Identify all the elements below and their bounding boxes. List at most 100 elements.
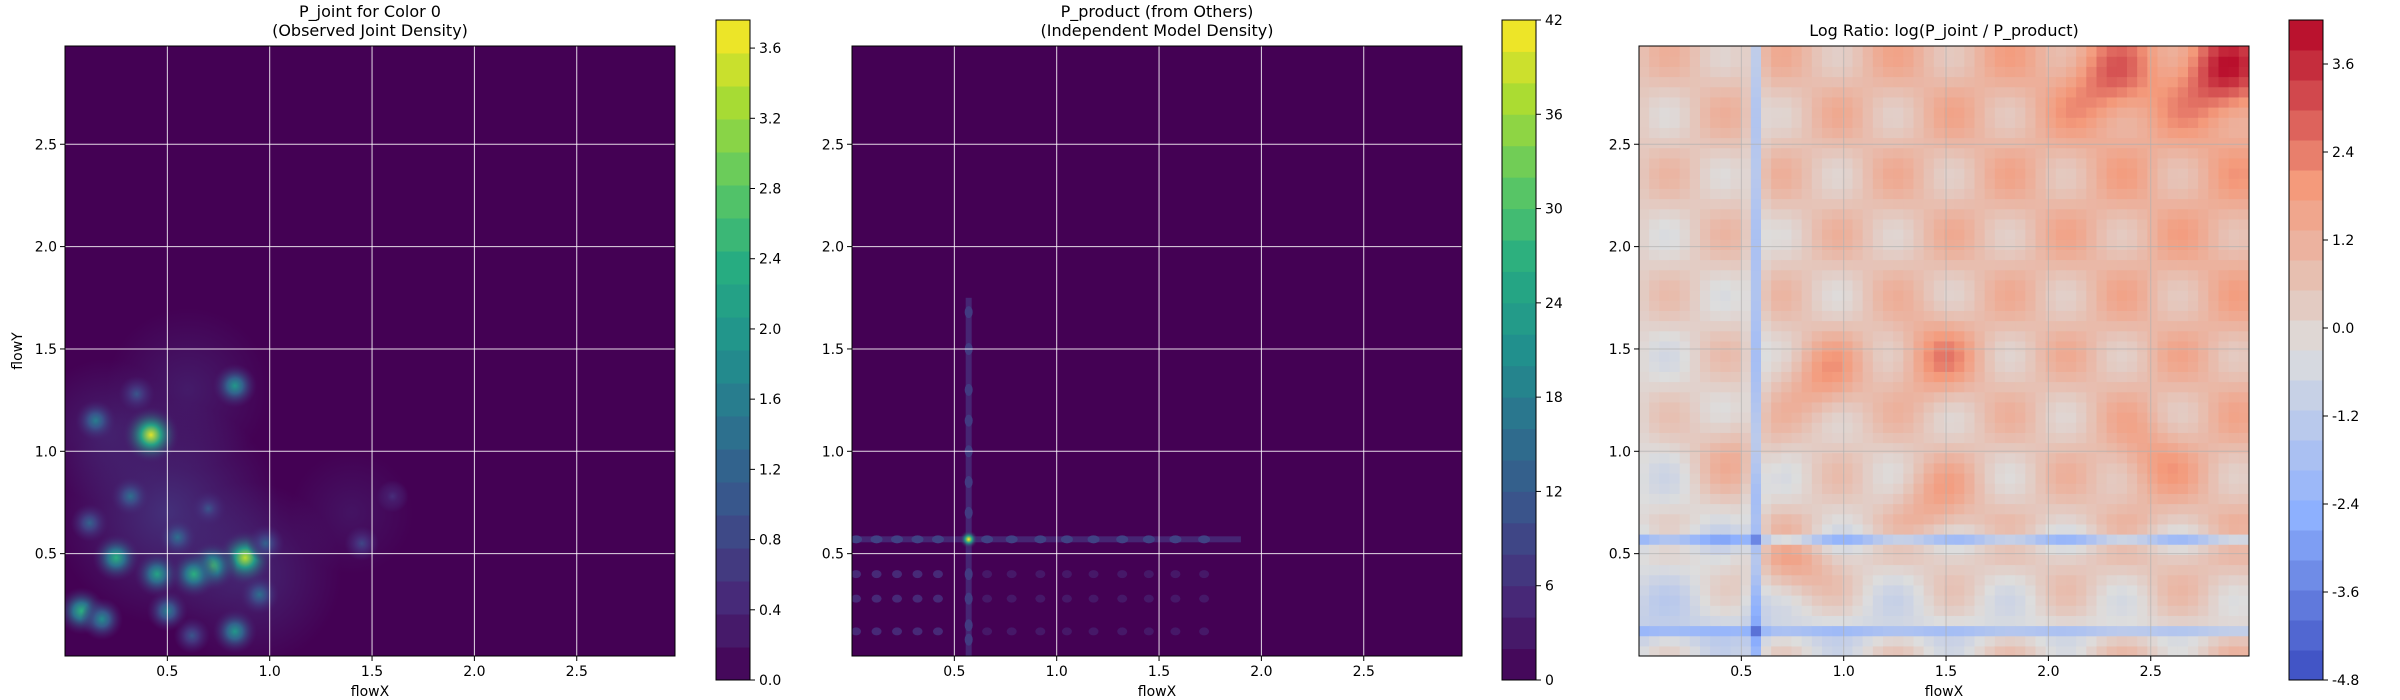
ratio-cell [1954,625,1965,637]
ratio-cell [2106,595,2118,606]
ratio-cell [1761,249,1772,261]
ratio-cell [2228,645,2240,656]
ratio-cell [2167,279,2179,291]
ratio-cell [1700,584,1711,596]
ratio-cell [1852,391,1864,403]
ratio-cell [2137,422,2148,433]
density-hotspot [212,609,257,654]
ratio-cell [2147,46,2159,57]
ratio-cell [2177,66,2189,78]
ratio-cell [1801,503,1813,515]
ratio-cell [1801,239,1813,250]
ratio-cell [2127,483,2138,494]
ratio-cell [1933,290,1945,301]
ratio-cell [2137,249,2148,261]
ratio-cell [1740,137,1752,149]
ratio-cell [2076,361,2087,372]
ratio-cell [2045,625,2057,637]
ratio-cell [2228,279,2240,291]
ratio-cell [1700,442,1711,454]
ratio-cell [1710,279,1721,291]
ratio-cell [1730,107,1742,118]
ratio-cell [1984,147,1996,159]
ratio-cell [1974,595,1986,606]
density-hotspot [190,490,227,527]
ratio-cell [1903,290,1915,301]
ratio-cell [1933,513,1945,525]
ratio-cell [1679,320,1691,332]
ratio-cell [2167,310,2179,322]
ratio-cell [1750,168,1762,179]
ratio-cell [1944,249,1955,261]
ratio-cell [1649,544,1660,555]
ratio-cell [1781,310,1793,322]
ratio-cell [2157,483,2169,494]
ratio-cell [1730,320,1742,332]
ratio-cell [2147,86,2159,98]
ratio-cell [1893,66,1904,78]
ratio-cell [1771,46,1782,57]
ratio-cell [1730,218,1742,230]
ratio-cell [2198,412,2209,423]
ratio-cell [1933,157,1945,169]
ratio-cell [1964,198,1976,210]
ratio-cell [2157,544,2169,555]
ratio-cell [2005,330,2016,342]
ratio-cell [1761,330,1772,342]
ratio-cell [2106,86,2118,98]
ratio-cell [2055,208,2067,220]
ratio-cell [1649,117,1660,128]
ratio-cell [2137,96,2148,108]
x-tick-label: 2.0 [2037,664,2059,680]
ratio-cell [1659,290,1671,301]
ratio-cell [1964,615,1976,627]
ratio-cell [2025,76,2037,88]
ratio-cell [1740,513,1752,525]
ratio-cell [2066,534,2077,545]
ratio-cell [2127,554,2138,566]
ratio-cell [1822,310,1833,322]
ratio-cell [2208,290,2220,301]
ratio-cell [1689,483,1701,494]
ratio-cell [1903,351,1915,362]
ratio-cell [2106,330,2118,342]
ratio-cell [2116,483,2128,494]
ratio-cell [2025,249,2037,261]
ratio-cell [1883,310,1894,322]
ratio-cell [1791,178,1803,189]
ratio-cell [1862,96,1874,108]
ratio-cell [2076,229,2087,240]
ratio-cell [1923,218,1935,230]
ratio-cell [2025,218,2037,230]
ratio-cell [1791,218,1803,230]
ratio-cell [1822,279,1833,291]
ratio-cell [1974,310,1986,322]
ratio-cell [1923,595,1935,606]
ratio-cell [1954,330,1965,342]
ratio-cell [1771,645,1782,656]
colorbar-level [716,284,750,318]
ratio-cell [2228,422,2240,433]
ratio-cell [1923,259,1935,271]
ratio-cell [2147,269,2159,281]
ratio-cell [1852,381,1864,393]
ratio-cell [2198,229,2209,240]
ratio-cell [1893,76,1904,88]
ratio-cell [2208,56,2220,67]
ratio-cell [1710,605,1721,616]
ratio-cell [1761,188,1772,200]
ratio-cell [1974,401,1986,413]
ratio-cell [1862,381,1874,393]
ratio-cell [1679,452,1691,464]
ratio-cell [1994,615,2006,627]
ratio-cell [2147,310,2159,322]
ratio-cell [1659,534,1671,545]
ratio-cell [1811,66,1823,78]
ratio-cell [1710,523,1721,535]
ratio-cell [1740,544,1752,555]
ratio-cell [1852,574,1864,586]
ratio-cell [1689,625,1701,637]
ratio-cell [1862,310,1874,322]
ratio-cell [1862,66,1874,78]
ratio-cell [2055,422,2067,433]
